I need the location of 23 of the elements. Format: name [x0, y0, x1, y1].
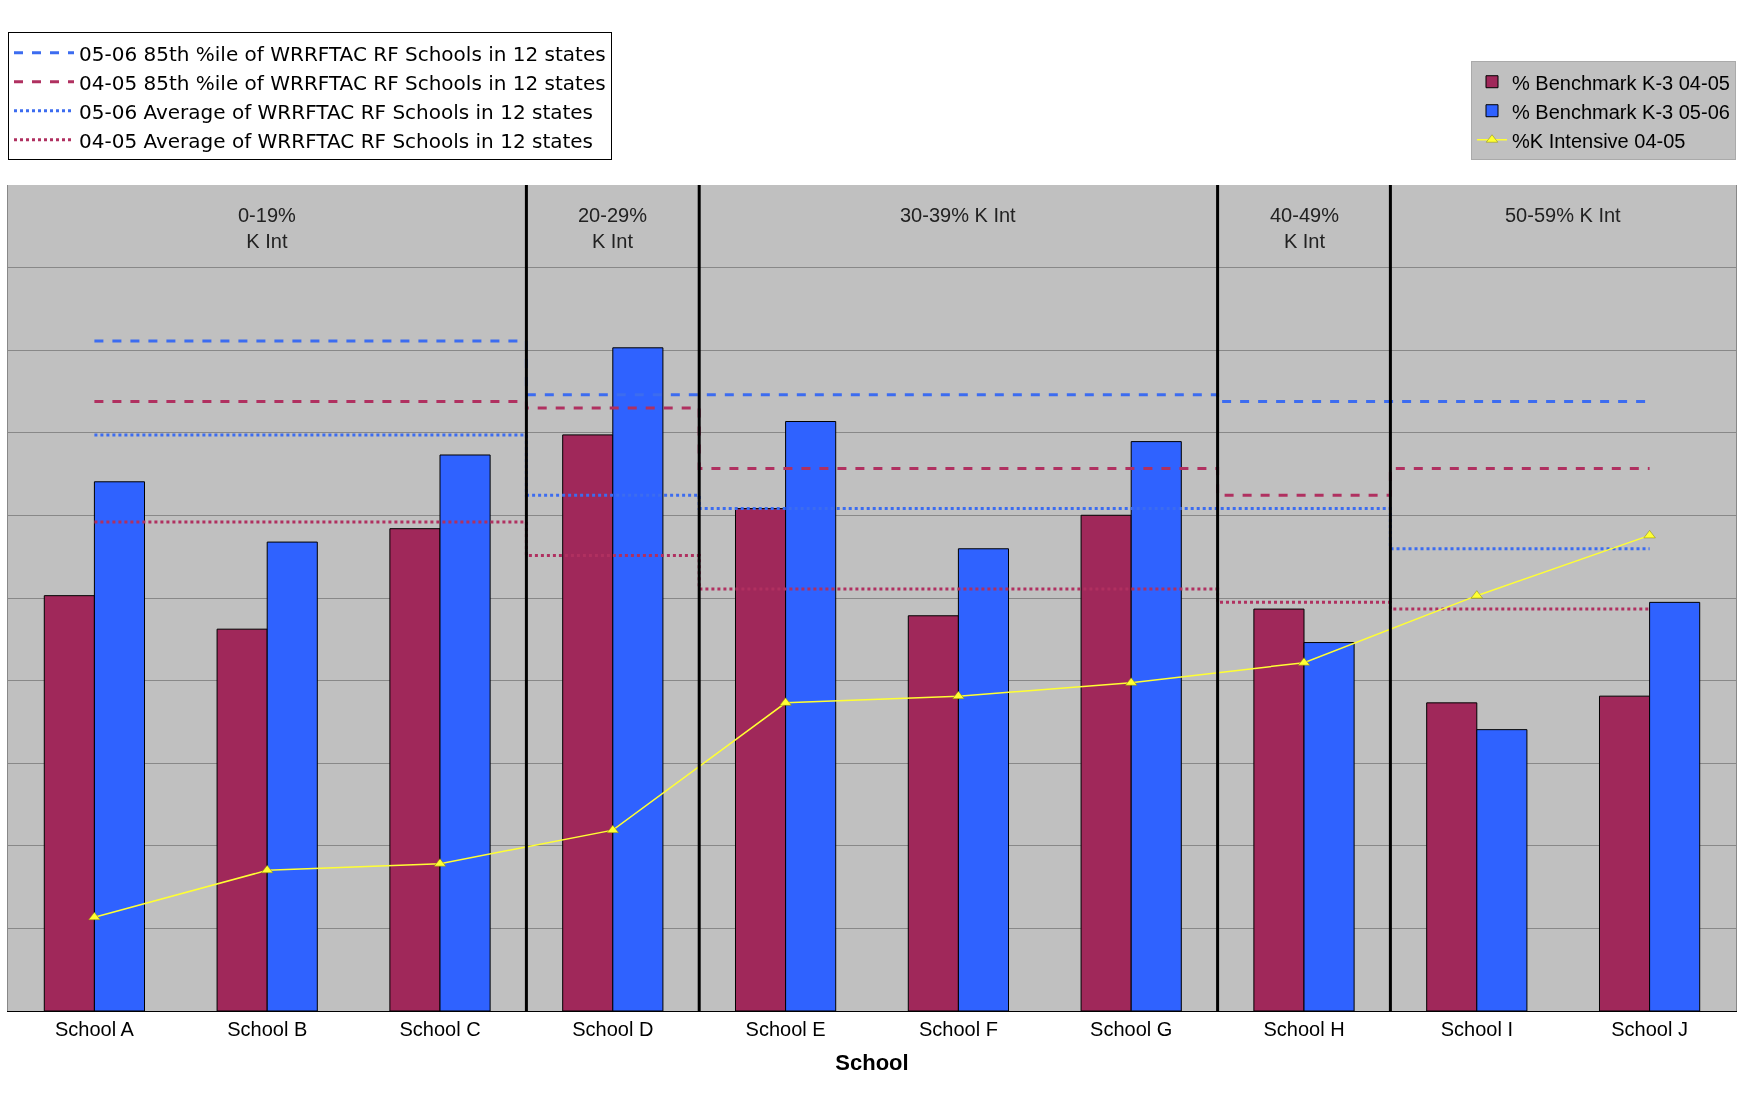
legend-label: % Benchmark K-3 05-06	[1512, 100, 1730, 123]
x-tick-label: School C	[399, 1018, 481, 1040]
x-tick-label: School H	[1263, 1018, 1345, 1040]
legend-label: 04-05 85th %ile of WRRFTAC RF Schools in 12 states	[79, 70, 606, 95]
x-tick-label: School E	[745, 1018, 826, 1040]
x-tick-label: School B	[227, 1018, 308, 1040]
x-tick-label: School A	[54, 1018, 135, 1040]
x-tick-label: School G	[1090, 1018, 1173, 1040]
legend-label: 05-06 85th %ile of WRRFTAC RF Schools in 12 states	[79, 41, 606, 66]
legend-label: 04-05 Average of WRRFTAC RF Schools in 12 states	[79, 128, 594, 153]
legend-label: % Benchmark K-3 04-05	[1512, 71, 1730, 94]
text: 50-59% K Int	[1505, 204, 1622, 226]
x-tick-label: School F	[918, 1018, 998, 1040]
x-tick-label: School J	[1611, 1018, 1688, 1040]
x-tick-label: School D	[572, 1018, 654, 1040]
text: 0-19% K Int	[238, 204, 297, 252]
x-tick-label: School I	[1440, 1018, 1513, 1040]
legend-label: %K Intensive 04-05	[1512, 129, 1686, 152]
x-axis-title: School	[835, 1049, 909, 1075]
text: 20-29% K Int	[578, 204, 648, 252]
legend-label: 05-06 Average of WRRFTAC RF Schools in 12 states	[79, 99, 594, 124]
text: 30-39% K Int	[900, 204, 1017, 226]
text: 40-49% K Int	[1270, 204, 1340, 252]
